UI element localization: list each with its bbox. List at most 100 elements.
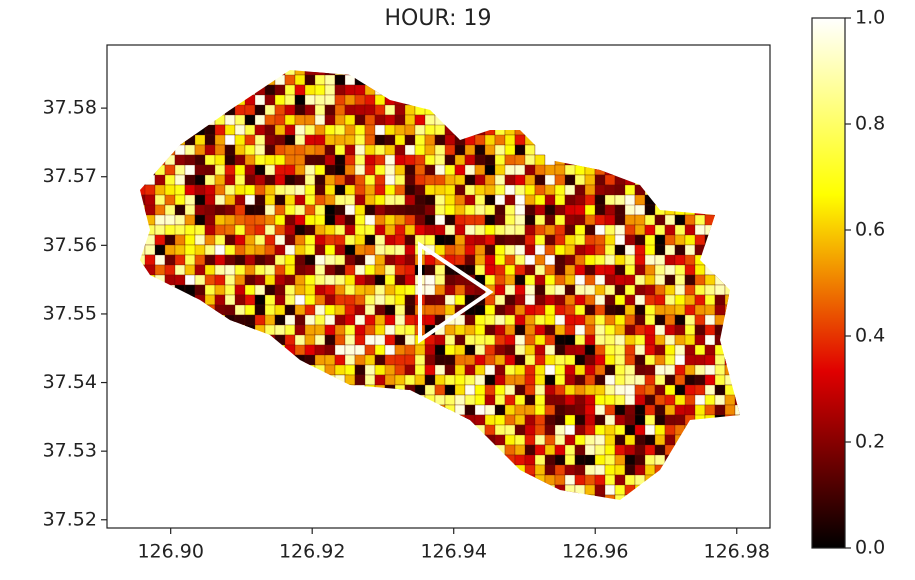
- map-cell: [254, 434, 266, 446]
- map-cell: [364, 354, 376, 366]
- map-cell: [204, 264, 216, 276]
- map-cell: [384, 334, 396, 346]
- map-cell: [594, 384, 606, 396]
- map-cell: [664, 74, 676, 86]
- map-cell: [174, 84, 200, 96]
- map-cell: [304, 464, 316, 486]
- map-cell: [154, 124, 180, 136]
- map-cell: [654, 164, 666, 176]
- map-cell: [674, 174, 686, 186]
- map-cell: [474, 334, 486, 346]
- map-cell: [644, 284, 656, 296]
- map-cell: [414, 464, 426, 476]
- map-cell: [364, 74, 376, 86]
- map-cell: [204, 434, 230, 446]
- map-cell: [144, 494, 170, 500]
- map-cell: [634, 274, 646, 286]
- map-cell: [614, 154, 626, 166]
- map-cell: [664, 114, 676, 126]
- map-cell: [364, 404, 376, 416]
- map-cell: [184, 324, 196, 336]
- map-cell: [234, 294, 246, 306]
- map-cell: [174, 94, 200, 106]
- map-cell: [434, 214, 446, 226]
- map-cell: [194, 94, 220, 106]
- map-cell: [234, 434, 246, 456]
- map-cell: [634, 364, 646, 376]
- map-cell: [374, 344, 386, 356]
- map-cell: [140, 144, 146, 156]
- map-cell: [224, 214, 236, 226]
- map-cell: [204, 414, 216, 426]
- map-cell: [654, 464, 666, 476]
- map-cell: [284, 454, 296, 466]
- map-cell: [714, 304, 740, 316]
- map-cell: [704, 314, 716, 326]
- map-cell: [334, 334, 346, 346]
- map-cell: [274, 154, 286, 166]
- map-cell: [654, 254, 666, 266]
- map-cell: [274, 334, 286, 346]
- map-cell: [224, 414, 250, 426]
- map-cell: [524, 484, 536, 500]
- map-cell: [404, 104, 416, 116]
- map-cell: [174, 234, 186, 246]
- map-cell: [474, 494, 486, 500]
- map-cell: [274, 454, 286, 466]
- map-cell: [154, 464, 166, 476]
- map-cell: [184, 264, 196, 276]
- map-cell: [414, 194, 426, 206]
- map-cell: [584, 70, 596, 76]
- map-cell: [354, 184, 366, 196]
- map-cell: [140, 334, 146, 346]
- map-cell: [140, 214, 146, 226]
- map-cell: [514, 424, 526, 436]
- map-cell: [574, 454, 586, 466]
- map-cell: [354, 134, 366, 146]
- map-cell: [714, 354, 726, 366]
- map-cell: [334, 74, 346, 86]
- map-cell: [734, 74, 740, 86]
- map-cell: [304, 334, 316, 346]
- map-cell: [314, 244, 326, 256]
- map-cell: [304, 324, 316, 336]
- map-cell: [434, 474, 460, 496]
- map-cell: [314, 124, 326, 136]
- map-cell: [404, 314, 416, 326]
- map-cell: [374, 464, 386, 476]
- map-cell: [574, 384, 586, 396]
- map-cell: [604, 124, 616, 136]
- map-cell: [284, 84, 296, 96]
- map-cell: [174, 164, 186, 176]
- map-cell: [354, 394, 366, 406]
- map-cell: [484, 444, 496, 456]
- map-cell: [654, 454, 666, 466]
- map-cell: [314, 354, 326, 366]
- map-cell: [264, 314, 276, 326]
- map-cell: [164, 194, 176, 206]
- map-cell: [184, 414, 196, 426]
- map-cell: [544, 224, 556, 236]
- map-cell: [154, 364, 180, 376]
- map-cell: [594, 464, 606, 476]
- map-cell: [574, 284, 586, 296]
- map-cell: [524, 184, 536, 196]
- map-cell: [624, 224, 636, 236]
- map-cell: [514, 154, 526, 166]
- play-button[interactable]: [418, 241, 494, 344]
- map-cell: [204, 344, 216, 356]
- map-cell: [144, 374, 156, 386]
- map-cell: [464, 124, 476, 136]
- map-cell: [604, 284, 616, 296]
- map-cell: [684, 484, 696, 496]
- map-cell: [484, 174, 496, 186]
- map-cell: [254, 444, 266, 456]
- map-cell: [214, 84, 226, 96]
- map-cell: [284, 174, 296, 186]
- map-cell: [284, 384, 310, 396]
- map-cell: [274, 284, 286, 296]
- map-cell: [664, 214, 676, 226]
- map-cell: [614, 464, 626, 476]
- map-cell: [140, 424, 146, 446]
- map-cell: [144, 114, 156, 136]
